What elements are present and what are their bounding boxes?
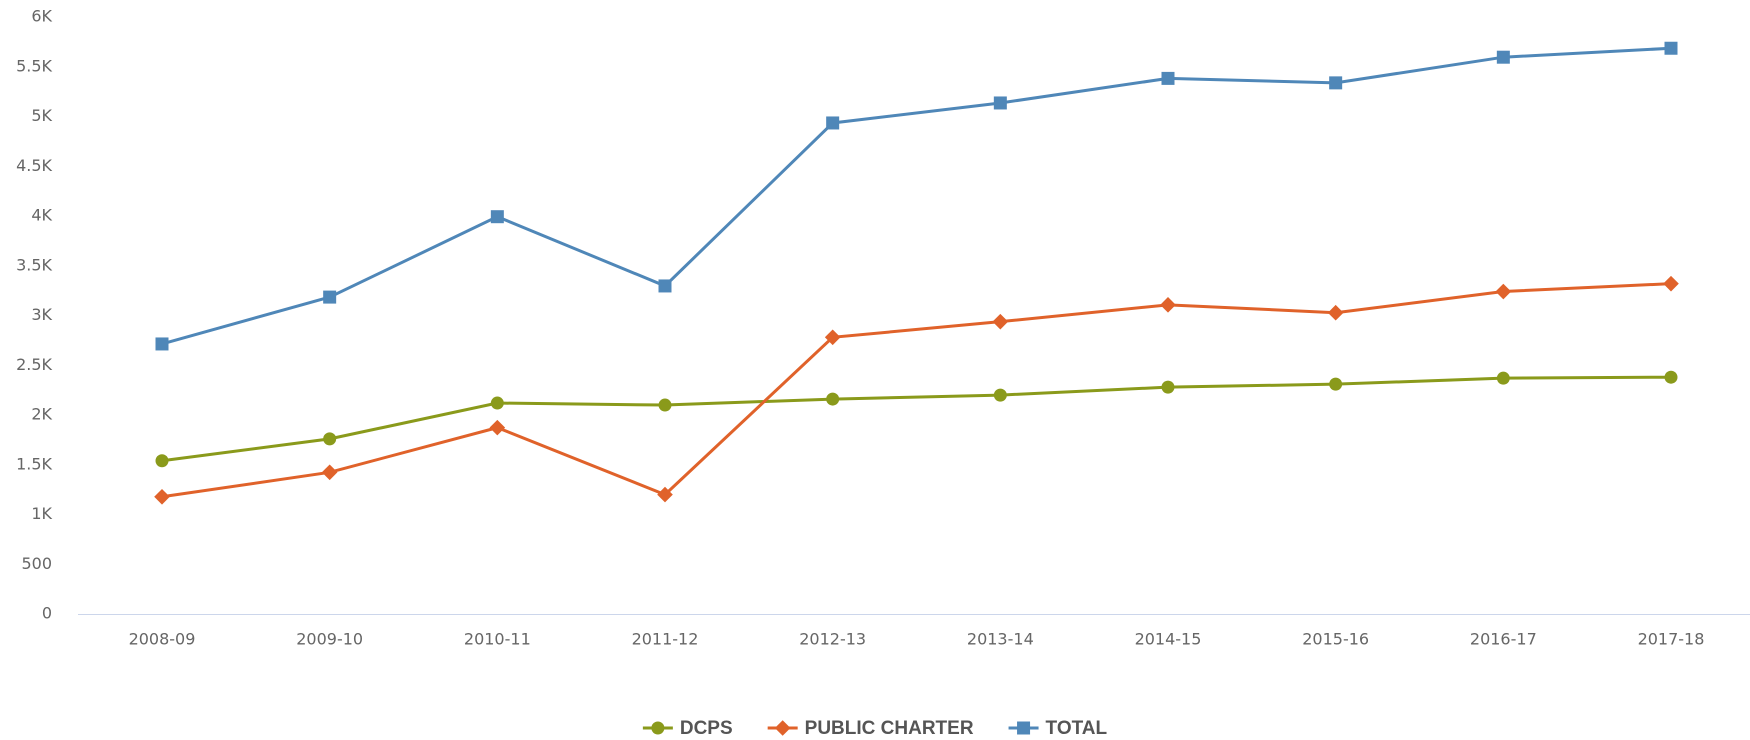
legend-item: TOTAL	[1008, 718, 1108, 739]
y-tick-label: 1K	[31, 504, 52, 523]
x-tick-label: 2015-16	[1302, 630, 1369, 649]
point	[993, 96, 1007, 110]
point	[658, 279, 672, 293]
legend-item: PUBLIC CHARTER	[767, 718, 974, 739]
legend: DCPS PUBLIC CHARTER TOTAL	[642, 718, 1108, 739]
point	[1161, 380, 1175, 394]
y-tick-label: 0	[42, 604, 52, 623]
point	[993, 388, 1007, 402]
y-tick-label: 1.5K	[16, 454, 52, 473]
point	[826, 116, 840, 130]
point	[1327, 304, 1344, 321]
point	[323, 290, 337, 304]
y-tick-label: 4.5K	[16, 156, 52, 175]
point	[1495, 283, 1512, 300]
x-tick-label: 2008-09	[129, 630, 196, 649]
point	[1664, 370, 1678, 384]
point	[154, 488, 170, 505]
x-tick-label: 2010-11	[464, 630, 531, 649]
point	[1663, 275, 1679, 292]
y-tick-label: 2.5K	[16, 355, 52, 374]
x-tick-label: 2012-13	[799, 630, 866, 649]
y-tick-label: 3K	[31, 305, 52, 324]
point	[824, 329, 841, 346]
legend-item: DCPS	[642, 718, 733, 739]
point	[651, 721, 665, 735]
point	[826, 392, 840, 406]
point	[489, 419, 506, 436]
legend-label: PUBLIC CHARTER	[805, 718, 974, 739]
point	[490, 210, 504, 224]
x-tick-label: 2009-10	[296, 630, 363, 649]
y-tick-label: 2K	[31, 405, 52, 424]
y-tick-label: 500	[21, 554, 52, 573]
series-line	[161, 46, 1672, 346]
legend-label: DCPS	[680, 718, 733, 739]
point	[155, 337, 169, 351]
y-tick-label: 3.5K	[16, 255, 52, 274]
series-line	[161, 282, 1672, 499]
point	[323, 432, 337, 446]
point	[774, 720, 791, 736]
point	[1664, 41, 1678, 55]
point	[1160, 297, 1176, 313]
point	[321, 464, 338, 481]
x-tick-label: 2013-14	[967, 630, 1034, 649]
point	[1329, 377, 1343, 391]
x-tick-label: 2017-18	[1638, 630, 1705, 649]
x-tick-label: 2016-17	[1470, 630, 1537, 649]
point	[1329, 76, 1343, 90]
x-tick-label: 2014-15	[1135, 630, 1202, 649]
y-tick-label: 4K	[31, 206, 52, 225]
legend-label: TOTAL	[1046, 718, 1108, 739]
point	[1496, 50, 1510, 64]
x-tick-label: 2011-12	[632, 630, 699, 649]
point	[1017, 721, 1031, 735]
y-tick-label: 5.5K	[16, 56, 52, 75]
point	[657, 486, 673, 503]
y-tick-label: 5K	[31, 106, 52, 125]
y-tick-label: 6K	[31, 7, 52, 26]
point	[658, 398, 672, 412]
point	[155, 454, 169, 468]
point	[1161, 71, 1175, 85]
point	[490, 396, 504, 410]
point	[1496, 371, 1510, 385]
series-line	[161, 375, 1672, 463]
point	[992, 313, 1009, 330]
